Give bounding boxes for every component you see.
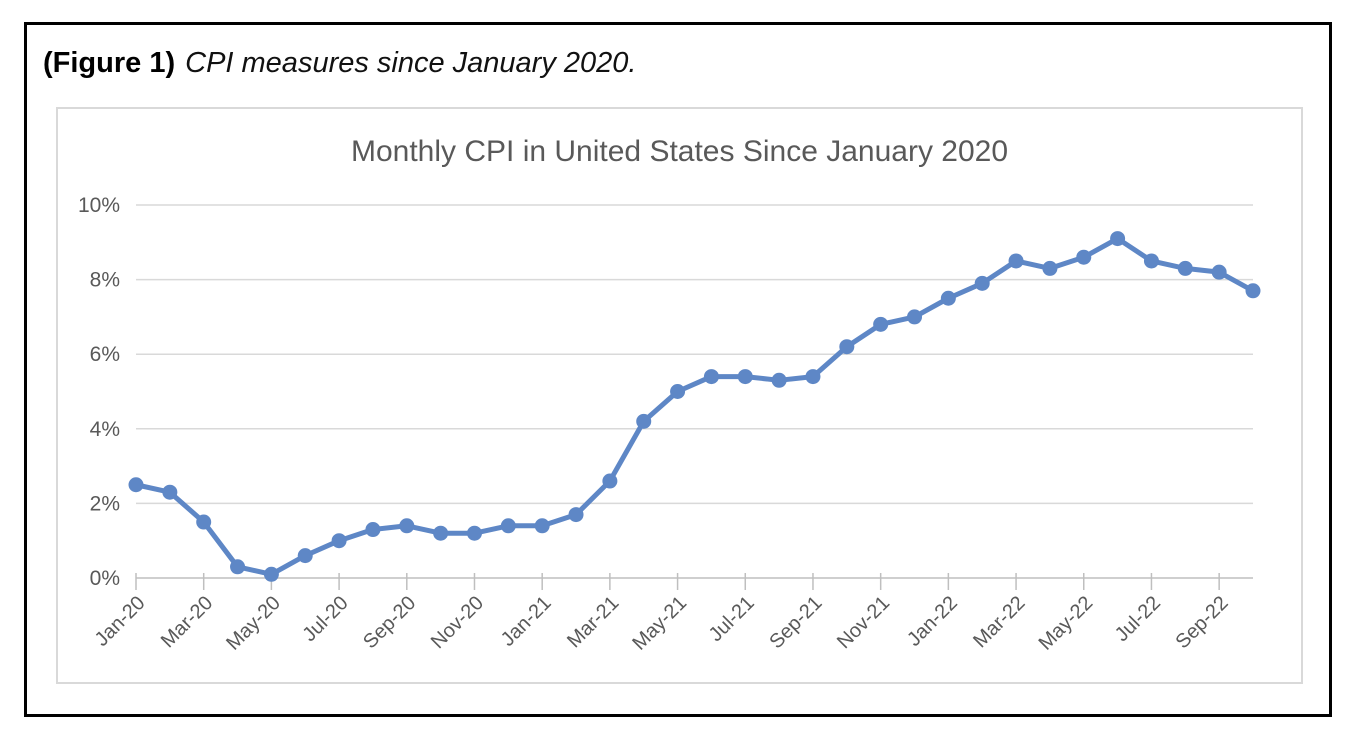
x-tick-label: Jul-21 [705,592,759,646]
data-point-marker [1211,264,1227,280]
data-point-marker [162,484,178,500]
data-point-marker [1143,253,1159,269]
data-point-marker [1076,249,1092,265]
data-point-marker [602,473,618,489]
x-tick-label: Jul-22 [1111,592,1165,646]
chart-title: Monthly CPI in United States Since Janua… [350,135,1009,168]
x-tick-label: Nov-20 [427,592,488,653]
data-point-marker [940,290,956,306]
data-point-marker [1042,260,1058,276]
x-axis-labels: Jan-20 Mar-20 May-20 Jul-20 Sep-20 Nov-20 Jan-… [91,592,1233,655]
data-point-marker [568,507,584,523]
cpi-markers [128,231,1261,582]
figure-caption-text: CPI measures since January 2020. [185,47,637,79]
data-point-marker [1245,283,1261,299]
data-point-marker [263,566,279,582]
data-point-marker [433,525,449,541]
data-point-marker [128,477,144,493]
data-point-marker [737,369,753,385]
data-point-marker [974,275,990,291]
data-point-marker [534,518,550,534]
data-point-marker [331,533,347,549]
y-tick-label: 8% [90,269,120,292]
data-point-marker [230,559,246,575]
x-tick-label: Nov-21 [833,592,894,653]
x-tick-label: Jan-21 [497,592,556,651]
x-tick-label: Mar-20 [157,592,217,652]
data-point-marker [297,548,313,564]
data-point-marker [839,339,855,355]
x-tick-label: Mar-22 [969,592,1029,652]
x-tick-label: Jan-20 [91,592,150,651]
data-point-marker [636,413,652,429]
x-tick-label: Sep-21 [765,592,826,653]
x-tick-label: May-21 [628,592,691,655]
data-point-marker [365,522,381,538]
x-tick-label: Sep-22 [1172,592,1233,653]
cpi-line [133,236,1256,577]
y-tick-label: 0% [90,567,120,590]
x-tick-label: Mar-21 [563,592,623,652]
y-axis-labels: 0% 2% 4% 6% 8% 10% [78,194,120,590]
figure-frame: (Figure 1) CPI measures since January 202… [24,22,1332,717]
x-tick-label: Jan-22 [903,592,962,651]
cpi-line-chart: 0%2%4%6%8%10%Jan-20 Mar-20 May-20 Jul-20 Sep… [78,194,1261,655]
y-tick-label: 4% [90,418,120,441]
data-point-marker [399,518,415,534]
y-tick-label: 6% [90,343,120,366]
data-point-marker [1177,260,1193,276]
y-tick-label: 10% [78,194,120,217]
figure-caption-label: (Figure 1) [43,47,176,79]
data-point-marker [500,518,516,534]
data-point-marker [1110,231,1126,247]
data-point-marker [1008,253,1024,269]
data-point-marker [196,514,212,530]
x-axis-ticks [135,573,1220,590]
data-point-marker [670,384,686,399]
data-point-marker [703,369,719,385]
data-point-marker [873,316,889,332]
figure-caption: (Figure 1) CPI measures since January 202… [43,47,636,80]
x-tick-label: May-20 [222,592,285,655]
data-point-marker [466,525,482,541]
y-gridlines [136,204,1253,579]
y-tick-label: 2% [90,492,120,515]
chart-container: Monthly CPI in United States Since Janua… [56,107,1303,684]
data-point-marker [805,369,821,385]
x-tick-label: Jul-20 [299,592,353,646]
data-point-marker [907,309,923,325]
x-tick-label: Sep-20 [359,592,420,653]
data-point-marker [771,372,787,388]
x-tick-label: May-22 [1035,592,1098,655]
